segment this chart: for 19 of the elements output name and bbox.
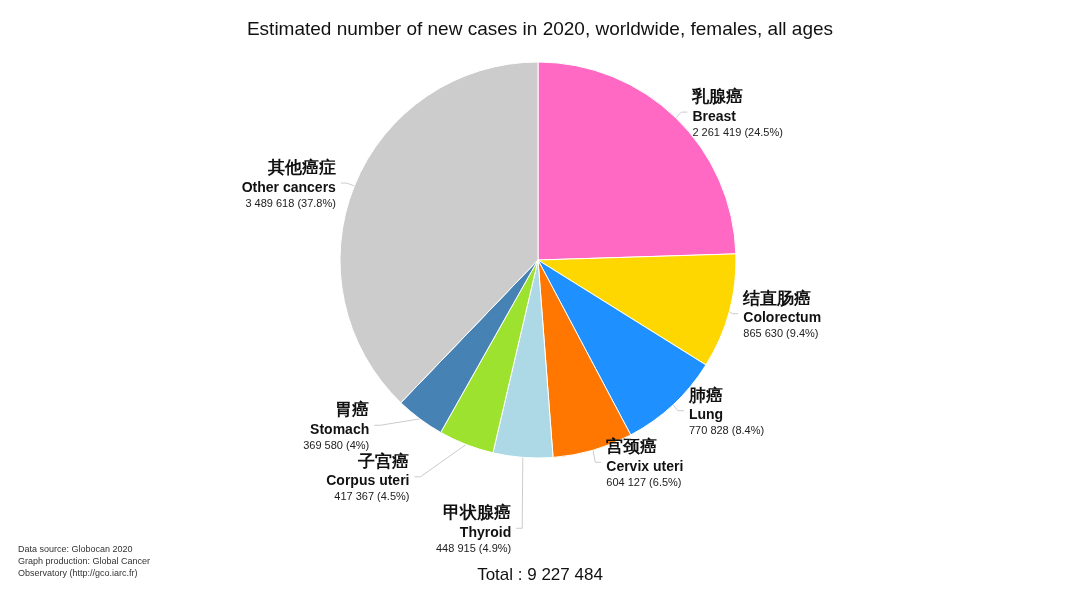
data-label: 369 580 (4%) bbox=[303, 438, 370, 451]
slice-label: 乳腺癌 Breast bbox=[691, 86, 744, 124]
slice-label: 其他癌症 Other cancers bbox=[241, 157, 337, 195]
data-label: 3 489 618 (37.8%) bbox=[245, 196, 336, 209]
source-note: Data source: Globocan 2020 Graph production: Global Cancer Observatory (http://gco.iarc.fr) bbox=[18, 544, 151, 578]
slice-label: 胃癌 Stomach bbox=[310, 399, 370, 437]
slice-label: 宫颈癌 Cervix uteri bbox=[606, 436, 684, 474]
slice-label: 子宫癌 Corpus uteri bbox=[326, 450, 410, 489]
data-label: 865 630 (9.4%) bbox=[743, 327, 819, 340]
data-label: 417 367 (4.5%) bbox=[334, 490, 410, 503]
slice-label: 肺癌 Lung bbox=[687, 384, 724, 423]
data-label: 604 127 (6.5%) bbox=[606, 475, 682, 488]
slice-label: 甲状腺癌 Thyroid bbox=[443, 502, 512, 540]
chart-title: Estimated number of new cases in 2020, worldwide, females, all ages bbox=[246, 18, 834, 39]
data-label: 448 915 (4.9%) bbox=[435, 541, 512, 554]
data-label: 770 828 (8.4%) bbox=[688, 424, 765, 437]
slice-label: 结直肠癌 Colorectum bbox=[742, 287, 822, 326]
data-label: 2 261 419 (24.5%) bbox=[692, 125, 783, 138]
text: Total : 9 227 484 bbox=[477, 565, 603, 584]
